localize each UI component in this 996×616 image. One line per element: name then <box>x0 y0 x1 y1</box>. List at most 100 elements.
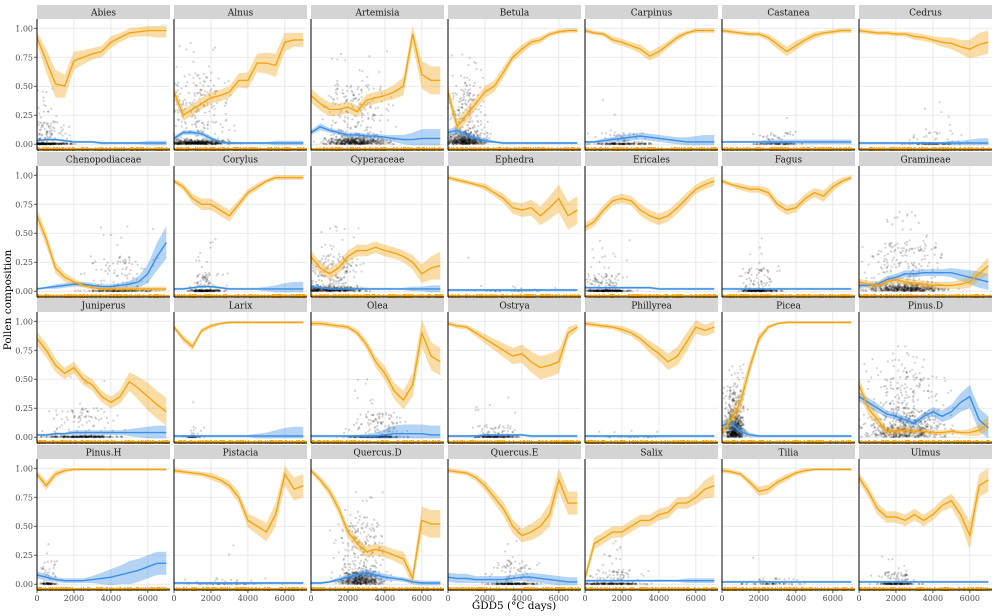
data-point <box>193 141 196 144</box>
data-point <box>351 118 354 121</box>
data-point <box>203 143 207 146</box>
data-point <box>116 243 119 246</box>
data-point <box>322 262 325 265</box>
data-point <box>57 143 60 146</box>
data-point <box>341 89 344 92</box>
data-point <box>39 142 43 146</box>
data-point <box>371 115 374 118</box>
data-point <box>105 264 108 267</box>
data-point <box>176 111 180 114</box>
data-point <box>330 57 333 60</box>
data-point <box>330 134 333 137</box>
data-point <box>219 123 222 126</box>
data-point <box>62 124 65 127</box>
data-point <box>44 142 47 145</box>
data-point <box>37 143 40 146</box>
strip-label: Corylus <box>223 156 258 166</box>
data-point <box>45 143 48 146</box>
data-point <box>357 85 360 89</box>
data-point <box>387 103 390 106</box>
data-point <box>362 262 365 265</box>
data-point <box>214 142 217 146</box>
data-point <box>320 230 323 234</box>
data-point <box>206 276 209 279</box>
data-point <box>106 272 109 275</box>
data-point <box>204 276 207 279</box>
data-point <box>194 141 197 144</box>
data-point <box>792 133 795 137</box>
data-point <box>451 141 454 144</box>
data-point <box>632 142 636 145</box>
data-point <box>48 132 52 135</box>
data-point <box>37 137 40 140</box>
data-point <box>186 289 189 292</box>
scatter-points <box>173 42 242 146</box>
data-point <box>203 142 206 145</box>
data-point <box>460 88 463 91</box>
data-point <box>53 142 57 146</box>
data-point <box>368 290 372 293</box>
data-point <box>620 142 624 145</box>
data-point <box>176 95 179 98</box>
strip-background <box>174 5 307 19</box>
data-point <box>178 142 181 145</box>
data-point <box>62 141 65 145</box>
data-point <box>468 56 471 59</box>
data-point <box>197 281 200 284</box>
data-point <box>205 290 208 293</box>
data-point <box>211 241 214 244</box>
data-point <box>215 141 218 144</box>
y-tick-label: 0.00 <box>15 140 33 149</box>
data-point <box>360 270 363 273</box>
data-point <box>191 142 194 145</box>
data-point <box>588 142 591 145</box>
data-point <box>51 142 54 145</box>
data-point <box>49 143 52 146</box>
data-point <box>204 142 207 145</box>
data-point <box>66 142 69 145</box>
data-point <box>50 143 53 146</box>
data-point <box>43 142 46 145</box>
data-point <box>180 103 183 106</box>
data-point <box>340 52 343 56</box>
data-point <box>349 86 352 89</box>
data-point <box>49 135 52 138</box>
data-point <box>48 142 51 145</box>
data-point <box>199 142 202 145</box>
data-point <box>212 84 215 87</box>
data-point <box>327 94 330 97</box>
data-point <box>320 279 323 282</box>
data-point <box>458 139 462 142</box>
data-point <box>194 117 197 120</box>
strip-background <box>37 5 170 19</box>
data-point <box>474 141 477 144</box>
data-point <box>356 123 359 126</box>
data-point <box>762 135 765 138</box>
data-point <box>328 227 332 230</box>
x-axis-title: GDD5 (°C days) <box>472 600 556 612</box>
data-point <box>53 121 56 124</box>
data-point <box>60 130 63 133</box>
data-point <box>343 227 346 231</box>
data-point <box>40 133 44 136</box>
data-point <box>203 105 206 108</box>
data-point <box>457 113 460 116</box>
data-point <box>217 77 220 80</box>
data-point <box>467 120 470 123</box>
data-point <box>197 141 200 144</box>
data-point <box>462 95 465 99</box>
data-point <box>459 74 463 77</box>
data-point <box>344 281 347 284</box>
data-point <box>338 280 341 283</box>
data-point <box>379 140 382 143</box>
data-point <box>43 143 46 146</box>
data-point <box>178 140 181 143</box>
data-point <box>92 279 95 282</box>
data-point <box>177 140 181 143</box>
data-point <box>196 141 199 144</box>
data-point <box>136 263 139 266</box>
data-point <box>43 143 46 146</box>
data-point <box>465 94 469 97</box>
data-point <box>37 142 40 145</box>
data-point <box>56 142 59 145</box>
